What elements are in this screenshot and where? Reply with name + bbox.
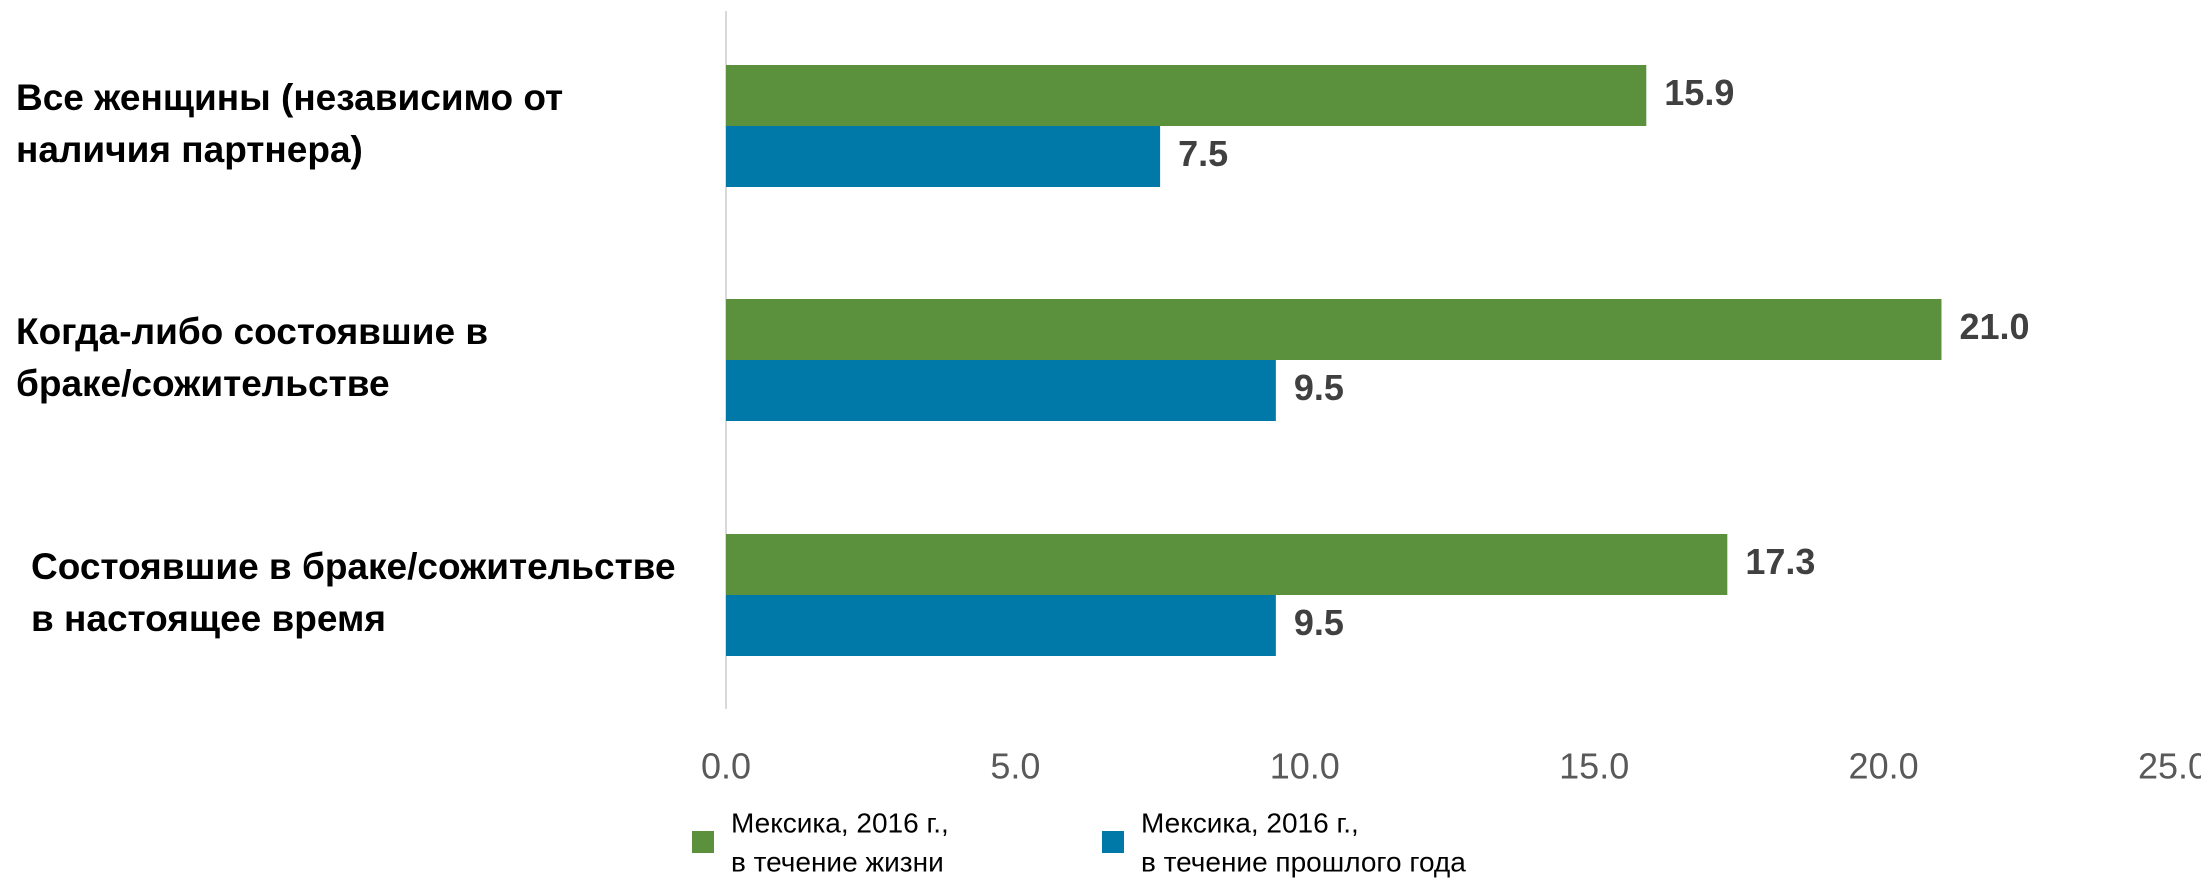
x-tick-label: 15.0 (1559, 746, 1629, 787)
category-label: Все женщины (независимо от (16, 77, 563, 118)
bar (726, 65, 1647, 126)
legend-label: в течение прошлого года (1141, 846, 1466, 877)
value-label: 7.5 (1178, 133, 1228, 174)
category-label: Когда-либо состоявшие в (16, 311, 488, 352)
bar (726, 126, 1161, 187)
bar (726, 534, 1728, 595)
legend-label: в течение жизни (731, 846, 944, 877)
category-label: в настоящее время (31, 598, 386, 639)
x-tick-label: 10.0 (1270, 746, 1340, 787)
legend-label: Мексика, 2016 г., (731, 807, 949, 838)
category-label: Состоявшие в браке/сожительстве (31, 546, 676, 587)
value-label: 9.5 (1294, 602, 1344, 643)
value-label: 17.3 (1745, 541, 1815, 582)
category-label: наличия партнера) (16, 129, 363, 170)
category-label: браке/сожительстве (16, 363, 390, 404)
value-label: 15.9 (1664, 72, 1734, 113)
value-label: 21.0 (1959, 306, 2029, 347)
bar (726, 360, 1276, 421)
bar (726, 595, 1276, 656)
legend-swatch (1102, 831, 1124, 853)
x-tick-label: 5.0 (990, 746, 1040, 787)
value-label: 9.5 (1294, 367, 1344, 408)
bar (726, 299, 1942, 360)
legend-swatch (692, 831, 714, 853)
x-tick-label: 25.0 (2138, 746, 2201, 787)
x-tick-label: 20.0 (1849, 746, 1919, 787)
x-tick-label: 0.0 (701, 746, 751, 787)
legend-label: Мексика, 2016 г., (1141, 807, 1359, 838)
